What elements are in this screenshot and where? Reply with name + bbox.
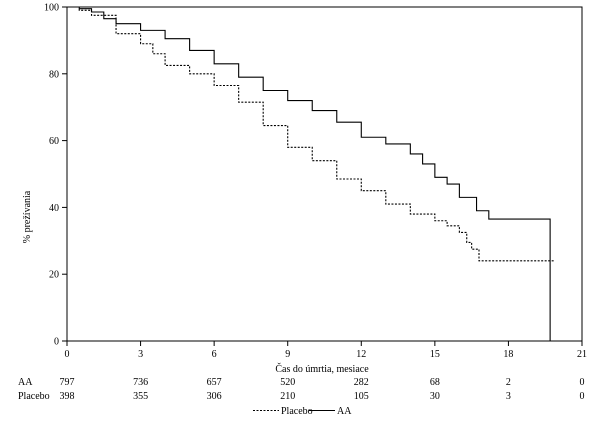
series-line-aa xyxy=(67,6,551,341)
x-tick-label: 12 xyxy=(356,349,366,360)
risk-cell: 3 xyxy=(506,391,511,402)
axis-layer: 0 20 40 60 80 100 0 3 6 9 12 15 18 21 xyxy=(44,3,587,361)
legend-label: Placebo xyxy=(281,406,313,417)
x-tick-label: 15 xyxy=(430,349,440,360)
risk-cell: 210 xyxy=(280,391,295,402)
risk-cell: 2 xyxy=(506,377,511,388)
risk-table: AA 797 736 657 520 282 68 2 0 Placebo 398 355 306 210… xyxy=(18,377,585,402)
risk-cell: 398 xyxy=(60,391,75,402)
risk-cell: 0 xyxy=(580,377,585,388)
legend-label: AA xyxy=(337,406,352,417)
risk-row-label: AA xyxy=(18,377,33,388)
y-tick-label: 0 xyxy=(54,337,59,348)
plot-frame xyxy=(66,6,583,342)
risk-cell: 736 xyxy=(133,377,148,388)
y-tick-label: 80 xyxy=(49,69,59,80)
x-axis-label: Čas do úmrtia, mesiace xyxy=(275,363,369,375)
x-tick-label: 21 xyxy=(577,349,587,360)
y-tick-label: 20 xyxy=(49,270,59,281)
risk-cell: 68 xyxy=(430,377,440,388)
series-layer xyxy=(67,6,556,341)
series-line-placebo xyxy=(67,6,556,262)
x-tick-label: 9 xyxy=(285,349,290,360)
y-tick-label: 40 xyxy=(49,203,59,214)
x-tick-label: 6 xyxy=(212,349,217,360)
risk-cell: 520 xyxy=(280,377,295,388)
risk-cell: 282 xyxy=(354,377,369,388)
plot-area xyxy=(66,6,583,342)
y-tick-label: 60 xyxy=(49,136,59,147)
x-tick-label: 0 xyxy=(65,349,70,360)
risk-cell: 0 xyxy=(580,391,585,402)
risk-cell: 105 xyxy=(354,391,369,402)
risk-cell: 657 xyxy=(207,377,222,388)
risk-cell: 797 xyxy=(60,377,75,388)
risk-cell: 355 xyxy=(133,391,148,402)
legend: Placebo AA xyxy=(253,406,352,417)
risk-cell: 30 xyxy=(430,391,440,402)
x-tick-label: 3 xyxy=(138,349,143,360)
y-axis-label: % prežívania xyxy=(22,190,33,243)
risk-row-label: Placebo xyxy=(18,391,50,402)
y-tick-label: 100 xyxy=(44,3,59,14)
x-tick-label: 18 xyxy=(503,349,513,360)
risk-cell: 306 xyxy=(207,391,222,402)
